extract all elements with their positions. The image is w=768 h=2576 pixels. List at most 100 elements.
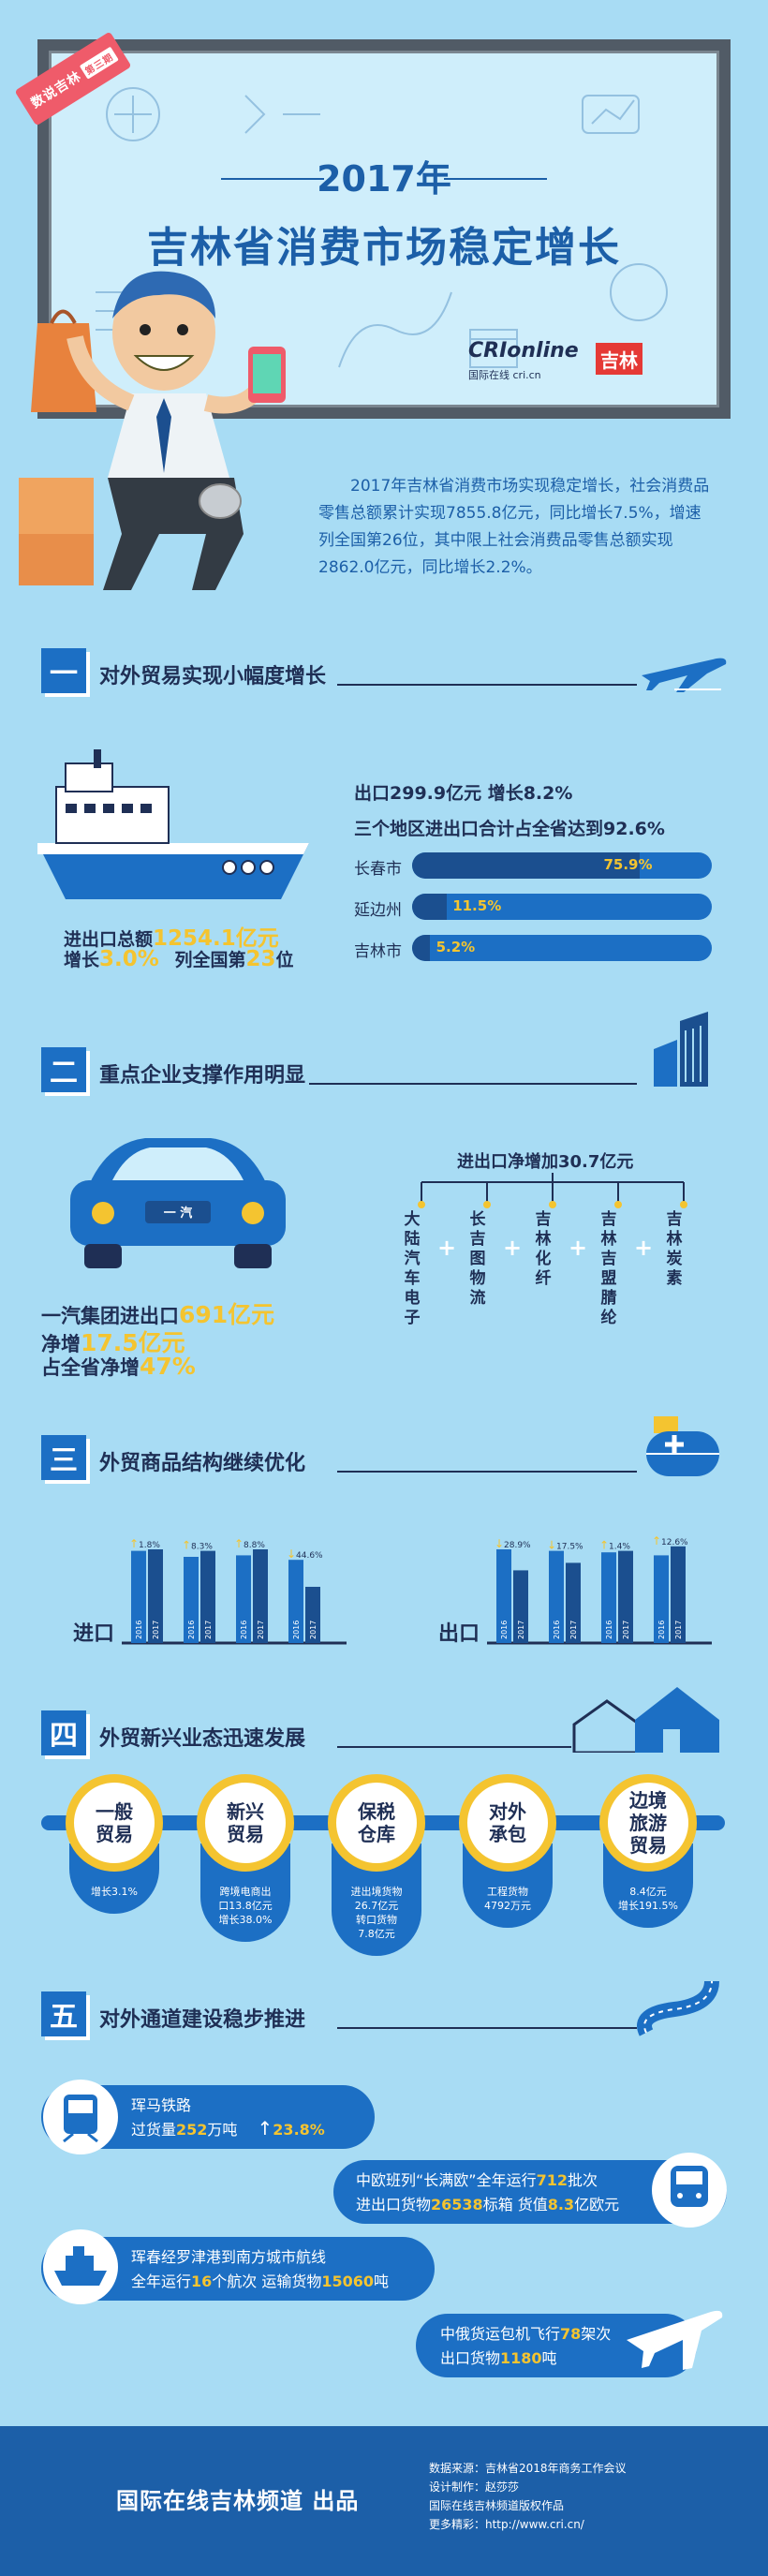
business-detail: 进出境货物 26.7亿元 转口货物 7.8亿元	[332, 1843, 421, 1956]
export-chart-label: 出口	[438, 1622, 480, 1646]
business-detail-line: 增长191.5%	[618, 1900, 678, 1912]
bar-2017	[513, 1570, 528, 1643]
bar-year-label: 2016	[553, 1621, 561, 1639]
business-detail-line: 4792万元	[484, 1900, 531, 1912]
region-bar-fill	[412, 852, 640, 879]
bar-2016	[288, 1560, 303, 1643]
footer-link[interactable]: 更多精彩：http://www.cri.cn/	[429, 2518, 584, 2531]
metro-train-icon	[652, 2153, 727, 2228]
bar-year-label: 2017	[622, 1621, 630, 1639]
footer-data-source: 数据来源：吉林省2018年商务工作会议	[429, 2462, 627, 2475]
bar-2017	[618, 1550, 633, 1643]
category-label: 高新技术产品	[546, 1648, 585, 1649]
section1-number: 一	[41, 648, 86, 693]
route4-flights-unit: 架次	[581, 2325, 612, 2343]
mascot-illustration	[19, 271, 286, 590]
category-label: 汽车及零部件	[128, 1648, 168, 1649]
route2-cargo-value: 26538	[431, 2196, 483, 2213]
cargo-ship-icon	[37, 749, 309, 899]
section4-number: 四	[41, 1710, 86, 1755]
region-bar: 5.2%	[412, 935, 712, 961]
region-bar-fill	[412, 935, 431, 961]
trade-total-line: 进出口总额1254.1亿元	[64, 920, 279, 952]
faw-net-line: 净增17.5亿元	[41, 1325, 185, 1358]
region-bar: 75.9%	[412, 852, 712, 879]
change-label: 1.8%	[139, 1541, 160, 1550]
business-title: 保税仓库	[358, 1800, 395, 1845]
buildings-icon	[654, 1012, 708, 1087]
up-arrow-icon: ↑	[129, 1537, 139, 1550]
bar-2016	[236, 1555, 251, 1643]
business-detail-line: 口13.8亿元	[218, 1900, 273, 1912]
route3-line2: 全年运行16个航次 运输货物15060吨	[131, 2269, 389, 2291]
faw-net-label: 净增	[41, 1333, 81, 1355]
bar-2016	[131, 1550, 146, 1643]
route1-volume-value: 252	[176, 2121, 208, 2139]
bar-year-label: 2016	[657, 1621, 666, 1639]
route4-flights-value: 78	[560, 2325, 582, 2343]
plus-sign: +	[503, 1235, 523, 1261]
change-label: 1.4%	[609, 1543, 630, 1552]
firm-name: 吉林炭素	[666, 1210, 683, 1288]
down-arrow-icon: ↓	[287, 1547, 296, 1561]
plus-sign: +	[634, 1235, 654, 1261]
region-bar-fill	[412, 894, 447, 920]
bar-year-label: 2016	[240, 1621, 248, 1639]
business-detail-line: 7.8亿元	[358, 1928, 395, 1940]
route3-cargo-label: 个航次 运输货物	[212, 2273, 322, 2290]
section4-rule	[337, 1746, 571, 1748]
plus-sign: +	[569, 1235, 588, 1261]
route4-cargo-value: 1180	[500, 2349, 542, 2367]
faw-share-line: 占全省净增47%	[41, 1353, 196, 1381]
up-arrow-icon: ↑	[234, 1537, 244, 1550]
route2-worth-unit: 亿欧元	[574, 2196, 620, 2213]
route2-runs-unit: 批次	[568, 2171, 598, 2189]
page-year: 2017年	[317, 158, 451, 200]
up-arrow-icon: ↑	[652, 1534, 661, 1547]
route1-growth-value: 23.8%	[273, 2121, 325, 2139]
business-detail-line: 增长3.1%	[91, 1886, 138, 1898]
business-detail-line: 增长38.0%	[218, 1914, 273, 1926]
title-rule-left	[221, 178, 324, 180]
route3-cargo-value: 15060	[321, 2273, 375, 2290]
faw-net-value: 17.5亿元	[81, 1329, 185, 1356]
down-arrow-icon: ↓	[495, 1537, 504, 1550]
firm-tree-lines	[418, 1173, 687, 1208]
region-name: 延边州	[354, 901, 402, 920]
train-icon	[43, 2080, 118, 2154]
cri-logo: CRIonline	[468, 339, 579, 363]
down-arrow-icon: ↓	[547, 1539, 556, 1552]
route4-cargo-unit: 吨	[541, 2349, 557, 2367]
bar-year-label: 2016	[605, 1621, 613, 1639]
region-bar-value: 75.9%	[603, 856, 653, 873]
car-icon	[70, 1138, 286, 1268]
route3-name: 珲春经罗津港到南方城市航线	[131, 2248, 327, 2266]
region-logo: 吉林	[596, 343, 642, 375]
section2-title: 重点企业支撑作用明显	[99, 1064, 306, 1088]
category-label: 机电产品	[605, 1648, 631, 1649]
faw-trade-line: 一汽集团进出口691亿元	[41, 1296, 274, 1330]
trade-growth-value: 3.0%	[99, 947, 159, 971]
bar-2017	[671, 1546, 686, 1643]
board-doodles	[96, 87, 668, 368]
section1-title: 对外贸易实现小幅度增长	[99, 665, 327, 688]
cri-logo-subtitle: 国际在线 cri.cn	[468, 369, 541, 381]
trade-growth-line: 增长3.0% 列全国第23位	[64, 946, 293, 971]
bar-2016	[184, 1557, 199, 1643]
business-circle: 一般贸易	[66, 1774, 163, 1872]
series-badge-issue: 第三期	[79, 46, 119, 80]
bar-year-label: 2017	[257, 1621, 265, 1639]
bar-2017	[305, 1587, 320, 1643]
route4-flights-label: 中俄货运包机飞行	[440, 2325, 561, 2343]
bar-2017	[253, 1549, 268, 1643]
category-label: 轨道客车及其零件	[487, 1648, 539, 1649]
trade-rank-label: 列全国第	[174, 950, 246, 970]
route2-runs-label: 中欧班列“长满欧”全年运行	[356, 2171, 537, 2189]
bar-2016	[654, 1555, 669, 1643]
business-detail-line: 26.7亿元	[354, 1900, 399, 1912]
trade-rank-value: 23	[245, 947, 276, 971]
route2-line2: 进出口货物26538标箱 货值8.3亿欧元	[356, 2192, 619, 2214]
business-detail-line: 跨境电商出	[219, 1886, 272, 1898]
faw-share-label: 占全省净增	[41, 1356, 140, 1379]
pill-icon	[646, 1416, 719, 1476]
